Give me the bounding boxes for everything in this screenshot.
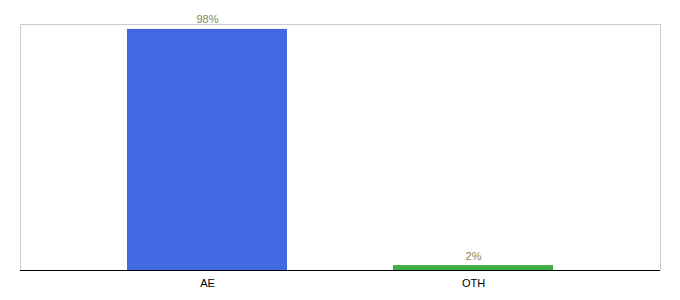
svg-text:98%: 98%: [196, 13, 218, 25]
svg-text:2%: 2%: [466, 250, 482, 262]
svg-text:AE: AE: [200, 277, 215, 289]
svg-text:OTH: OTH: [462, 277, 485, 289]
